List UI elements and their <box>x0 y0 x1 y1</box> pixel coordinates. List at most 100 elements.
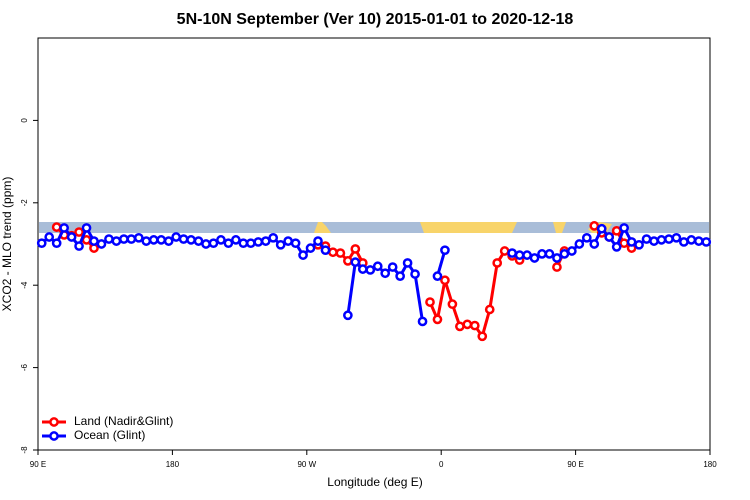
data-point <box>148 235 159 245</box>
land-strip <box>420 222 517 233</box>
data-point <box>649 236 659 246</box>
data-point <box>275 239 286 250</box>
data-point <box>447 299 458 310</box>
data-point <box>537 249 547 259</box>
data-point <box>574 239 585 249</box>
legend-label: Ocean (Glint) <box>74 428 145 442</box>
data-point <box>440 275 450 286</box>
x-tick-label: 180 <box>703 460 717 469</box>
data-point <box>89 236 99 246</box>
data-point <box>36 238 47 249</box>
y-axis-label: XCO2 - MLO trend (ppm) <box>0 177 14 312</box>
land-strip <box>314 222 331 233</box>
data-point <box>178 234 189 244</box>
series-line <box>40 226 707 322</box>
x-tick-label: 90 W <box>297 460 316 469</box>
data-point <box>260 236 271 246</box>
data-point <box>201 239 211 249</box>
data-point <box>328 247 338 258</box>
legend-swatch-marker <box>49 431 59 441</box>
data-point <box>604 232 615 242</box>
data-point <box>231 235 241 245</box>
data-point <box>298 250 308 260</box>
land-strip <box>553 222 566 233</box>
legend-label: Land (Nadir&Glint) <box>74 414 173 428</box>
data-point <box>350 244 361 254</box>
x-tick-label: 0 <box>439 460 444 469</box>
y-tick-label: -6 <box>20 363 29 371</box>
data-point <box>223 238 234 249</box>
data-point <box>51 222 62 232</box>
data-point <box>529 253 540 263</box>
data-point <box>193 236 204 246</box>
data-point <box>66 232 77 242</box>
data-point <box>619 223 629 233</box>
x-tick-label: 90 E <box>567 460 583 469</box>
data-point <box>163 236 174 246</box>
data-point <box>552 262 562 272</box>
data-point <box>693 236 704 246</box>
data-point <box>552 253 562 263</box>
data-point <box>507 248 517 258</box>
data-point <box>111 236 122 246</box>
data-point <box>59 223 69 233</box>
data-point <box>104 234 114 244</box>
data-point <box>455 321 465 332</box>
data-point <box>567 246 577 256</box>
data-point <box>619 238 629 249</box>
data-point <box>81 223 92 233</box>
data-point <box>432 271 443 281</box>
ocean-strip <box>39 222 709 233</box>
data-point <box>581 232 592 243</box>
y-tick-label: -8 <box>20 446 29 454</box>
data-point <box>492 258 503 268</box>
data-point <box>350 257 361 267</box>
data-point <box>499 246 510 256</box>
data-point <box>44 232 55 242</box>
data-point <box>245 238 256 249</box>
data-point <box>664 234 674 244</box>
data-point <box>208 238 219 249</box>
data-point <box>51 238 62 249</box>
data-point <box>343 256 353 266</box>
data-point <box>701 237 712 247</box>
data-point <box>74 227 84 237</box>
data-point <box>417 316 428 327</box>
data-point <box>335 248 346 258</box>
data-point <box>440 245 450 256</box>
series <box>36 223 712 327</box>
data-point <box>656 235 667 245</box>
data-point <box>462 319 473 330</box>
data-point <box>357 264 368 274</box>
chart-title: 5N-10N September (Ver 10) 2015-01-01 to … <box>177 11 574 28</box>
data-point <box>141 236 152 246</box>
data-point <box>589 239 600 249</box>
data-point <box>611 242 622 252</box>
data-point <box>425 297 435 307</box>
data-point <box>514 250 525 260</box>
data-point <box>119 234 129 244</box>
legend-swatch-marker <box>49 417 59 427</box>
data-point <box>365 265 376 275</box>
y-tick-label: -2 <box>20 199 29 207</box>
map-strip <box>39 222 709 233</box>
data-point <box>395 271 405 281</box>
data-point <box>253 237 264 247</box>
data-point <box>238 238 249 249</box>
data-point <box>156 235 167 245</box>
data-point <box>74 241 84 251</box>
data-point <box>679 237 689 247</box>
data-point <box>477 331 488 342</box>
x-tick-label: 90 E <box>30 460 46 469</box>
x-tick-label: 180 <box>166 460 180 469</box>
data-point <box>133 232 144 243</box>
data-point <box>96 239 107 249</box>
data-point <box>283 236 293 246</box>
data-point <box>559 249 570 259</box>
data-point <box>126 234 137 244</box>
x-axis-label: Longitude (deg E) <box>327 475 422 489</box>
data-point <box>305 243 316 253</box>
data-point <box>589 221 600 231</box>
data-point <box>410 269 420 279</box>
